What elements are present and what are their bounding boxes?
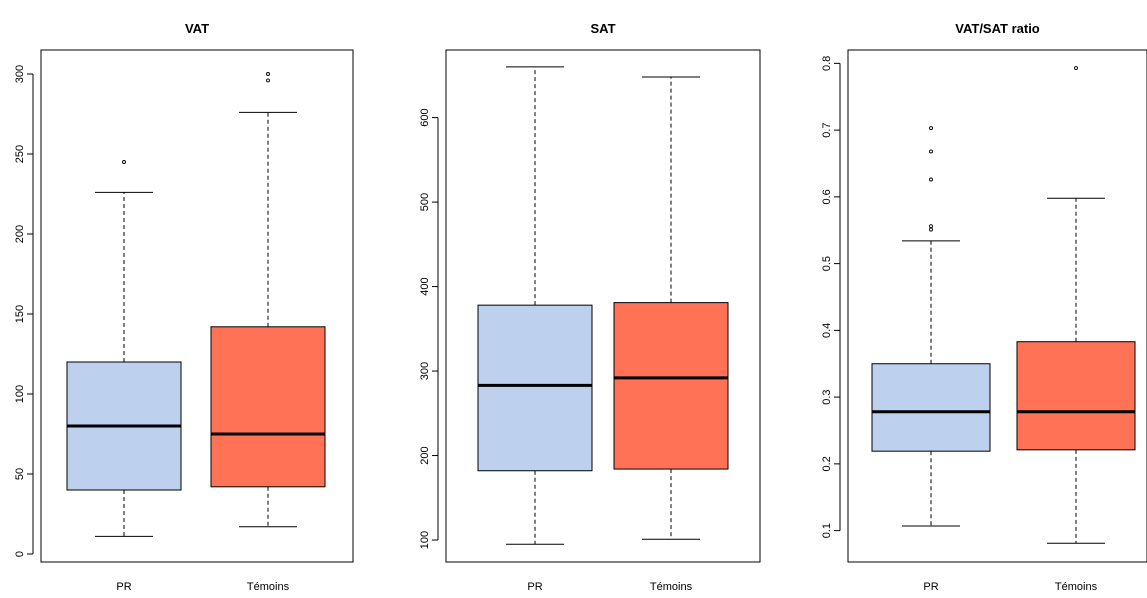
outlier-point (1074, 66, 1078, 70)
outlier-point (929, 227, 933, 232)
chart-title: VAT/SAT ratio (955, 21, 1040, 36)
y-tick-label: 250 (14, 145, 26, 163)
y-tick-label: 0.1 (821, 523, 833, 538)
y-tick-label: 150 (14, 305, 26, 323)
outlier-point (929, 126, 933, 131)
y-tick-label: 0.4 (821, 323, 833, 338)
y-tick-label: 0.3 (821, 389, 833, 404)
chart-title: VAT (185, 21, 209, 36)
x-category-label: PR (527, 581, 542, 593)
x-category-label: PR (116, 581, 131, 593)
x-category-label: Témoins (1055, 581, 1098, 593)
x-category-label: PR (923, 581, 938, 593)
x-category-label: Témoins (247, 581, 290, 593)
y-tick-label: 0.7 (821, 122, 833, 137)
outlier-point (929, 177, 933, 182)
plot-frame (847, 49, 1147, 563)
y-tick-label: 300 (14, 65, 26, 83)
outlier-point (266, 78, 270, 83)
y-tick-label: 200 (14, 225, 26, 243)
box-iqr (210, 326, 326, 488)
outlier-point (266, 72, 270, 76)
y-tick-label: 50 (14, 468, 26, 480)
plot-frame (40, 49, 354, 563)
y-tick-label: 0 (14, 551, 26, 557)
y-tick-label: 0.2 (821, 456, 833, 471)
y-tick-label: 0.8 (821, 56, 833, 71)
x-category-label: Témoins (650, 581, 693, 593)
y-tick-label: 100 (14, 385, 26, 403)
box-iqr (613, 302, 729, 470)
outlier-point (929, 224, 933, 229)
y-tick-label: 300 (419, 362, 431, 380)
outlier-point (929, 149, 933, 154)
y-tick-label: 500 (419, 193, 431, 211)
box-iqr (871, 363, 991, 452)
outlier-point (122, 160, 126, 164)
box-iqr (1016, 341, 1136, 451)
y-tick-label: 0.6 (821, 189, 833, 204)
box-iqr (477, 304, 593, 472)
y-tick-label: 600 (419, 108, 431, 126)
plot-frame (445, 49, 761, 563)
y-tick-label: 200 (419, 446, 431, 464)
y-tick-label: 400 (419, 277, 431, 295)
y-tick-label: 100 (419, 531, 431, 549)
y-tick-label: 0.5 (821, 256, 833, 271)
chart-title: SAT (590, 21, 615, 36)
